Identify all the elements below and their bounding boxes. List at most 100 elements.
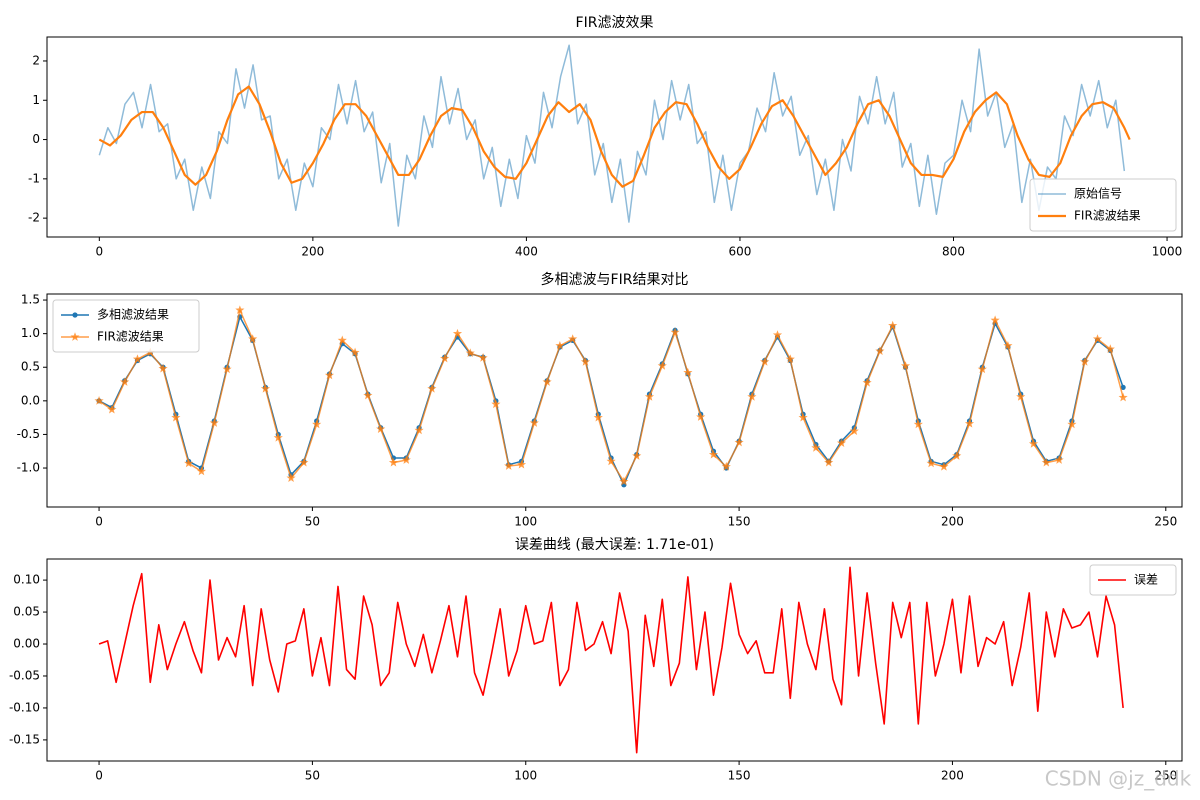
point-marker [811,443,821,452]
point-marker [465,348,475,358]
x-tick-label: 250 [1154,515,1177,529]
y-tick-label: -1 [28,171,40,185]
x-tick-label: 0 [95,515,103,529]
point-marker [798,412,808,422]
x-tick-label: 200 [941,769,964,783]
axes-frame [46,293,1183,508]
point-marker [657,361,667,370]
point-marker [350,347,360,357]
point-marker [504,461,514,470]
point-marker [824,457,834,467]
x-tick-label: 250 [1154,769,1177,783]
y-tick-label: -0.10 [9,700,40,714]
x-tick-label: 600 [729,245,752,259]
point-marker [593,412,603,422]
point-marker [222,364,232,374]
point-marker [363,390,373,400]
point-marker [619,476,629,486]
point-marker [939,461,949,471]
point-marker [760,357,770,366]
legend-label: FIR滤波结果 [97,330,164,344]
point-marker [299,457,309,467]
y-tick-label: 1.0 [21,326,40,340]
point-marker [171,412,181,422]
legend-box [1029,178,1177,232]
y-tick-label: 0.0 [21,393,40,407]
legend-box [1089,564,1177,596]
point-marker [888,320,898,330]
point-marker [875,346,885,355]
y-tick-label: 1.5 [21,293,40,307]
x-tick-label: 400 [515,245,538,259]
point-marker [401,455,411,464]
y-tick-label: -0.15 [9,732,40,746]
legend-label: 误差 [1134,573,1158,587]
x-tick-label: 150 [728,515,751,529]
y-tick-label: -0.5 [17,427,40,441]
point-marker [1080,357,1090,366]
point-marker [606,456,616,466]
series-line [98,85,1131,188]
x-tick-label: 50 [305,769,320,783]
axes-title: 多相滤波与FIR结果对比 [541,271,689,288]
point-marker [1054,455,1064,464]
point-marker [977,364,987,374]
y-tick-label: 0 [32,132,40,146]
x-tick-label: 100 [514,515,537,529]
point-marker [491,399,501,409]
y-tick-label: 2 [32,53,40,67]
point-marker [478,353,488,362]
point-marker [324,370,335,380]
legend-marker [70,332,80,341]
legend-marker [72,312,78,318]
point-marker [184,458,194,468]
y-tick-label: 0.5 [21,360,40,374]
point-marker [1003,340,1013,350]
point-marker [107,404,117,414]
point-marker [926,458,936,468]
point-marker [568,334,578,343]
point-marker [849,426,859,435]
point-marker [900,361,911,370]
point-marker [440,353,450,363]
point-marker [427,383,437,393]
point-marker [1118,392,1128,402]
point-marker [196,466,207,476]
point-marker [862,377,872,387]
point-marker [670,327,680,337]
y-tick-label: 1 [32,93,40,107]
point-marker [94,396,104,405]
y-tick-label: -0.05 [9,668,40,682]
point-marker [721,461,731,471]
point-marker [964,418,975,428]
point-marker [1016,392,1026,401]
watermark: CSDN @jz_ddk [1045,767,1192,791]
series-line [98,44,1126,227]
point-marker [785,354,795,364]
y-tick-label: 0.05 [13,605,40,619]
point-marker [1120,384,1126,390]
point-marker [683,367,693,377]
point-marker [1092,334,1103,343]
point-marker [1067,419,1077,429]
point-marker [580,357,591,366]
x-tick-label: 200 [301,245,324,259]
point-marker [337,335,347,345]
point-marker [286,473,296,482]
point-marker [1041,457,1051,467]
x-tick-label: 800 [942,245,965,259]
point-marker [312,419,322,429]
x-tick-label: 200 [941,515,964,529]
point-marker [644,392,655,401]
point-marker [516,459,527,469]
y-tick-label: -1.0 [17,461,40,475]
point-marker [952,451,962,460]
point-marker [248,334,258,343]
x-tick-label: 150 [728,769,751,783]
x-tick-label: 50 [305,515,320,529]
point-marker [836,438,847,448]
point-marker [414,425,424,435]
point-marker [542,377,552,386]
point-marker [529,418,539,427]
